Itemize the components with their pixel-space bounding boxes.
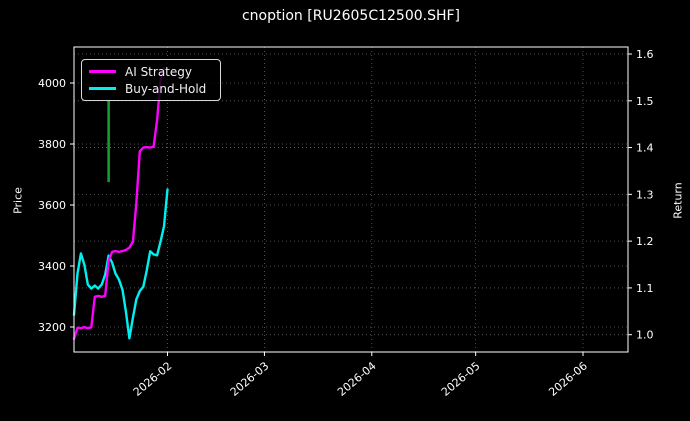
left-tick-label: 3600 bbox=[38, 199, 66, 212]
legend-item-ai-strategy: AI Strategy bbox=[89, 63, 213, 80]
right-axis-label: Return bbox=[671, 182, 685, 219]
buy-and-hold-line-swatch bbox=[89, 87, 116, 90]
left-tick-label: 4000 bbox=[38, 77, 66, 90]
left-tick-label: 3800 bbox=[38, 138, 66, 151]
x-tick-label: 2026-06 bbox=[546, 359, 590, 399]
legend-label: Buy-and-Hold bbox=[125, 81, 207, 96]
chart-title: cnoption [RU2605C12500.SHF] bbox=[241, 8, 461, 24]
x-tick-label: 2026-04 bbox=[335, 359, 379, 399]
left-tick-label: 3200 bbox=[38, 321, 66, 334]
axes-frame bbox=[73, 46, 629, 353]
x-tick-label: 2026-05 bbox=[439, 359, 483, 399]
right-tick-label: 1.3 bbox=[636, 188, 654, 201]
right-tick-label: 1.5 bbox=[636, 95, 654, 108]
x-tick-label: 2026-02 bbox=[131, 359, 175, 399]
legend-label: AI Strategy bbox=[125, 64, 192, 79]
ai-strategy-line-swatch bbox=[89, 70, 116, 73]
ai-strategy-line bbox=[72, 66, 166, 341]
legend-item-buy-and-hold: Buy-and-Hold bbox=[89, 80, 213, 97]
x-tick-label: 2026-03 bbox=[228, 359, 272, 399]
right-tick-label: 1.1 bbox=[636, 282, 654, 295]
right-tick-label: 1.2 bbox=[636, 235, 654, 248]
left-axis-label: Price bbox=[11, 187, 25, 214]
right-tick-label: 1.4 bbox=[636, 142, 654, 155]
right-tick-label: 1.0 bbox=[636, 329, 654, 342]
buy-and-hold-line bbox=[72, 188, 169, 340]
right-tick-label: 1.6 bbox=[636, 48, 654, 61]
legend: AI Strategy Buy-and-Hold bbox=[81, 59, 221, 101]
left-tick-label: 3400 bbox=[38, 260, 66, 273]
